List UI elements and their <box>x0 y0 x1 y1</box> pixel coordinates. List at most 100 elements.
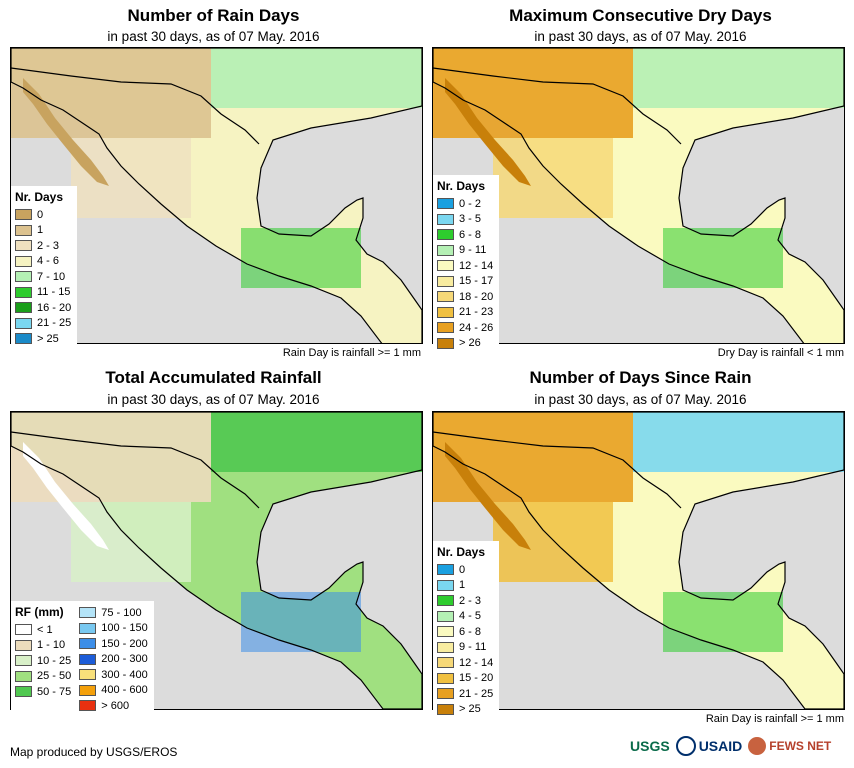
credit-text: Map produced by USGS/EROS <box>10 745 178 759</box>
central-region <box>71 502 191 582</box>
panel-subtitle: in past 30 days, as of 07 May. 2016 <box>534 29 747 44</box>
usaid-seal-icon <box>675 736 696 756</box>
central-region <box>71 138 191 218</box>
northeast-region <box>633 412 844 472</box>
legend-label: 1 <box>37 224 44 237</box>
panel-total-rainfall: Total Accumulated Rainfall in past 30 da… <box>0 365 427 735</box>
legend-item: 21 - 23 <box>437 305 493 321</box>
legend-item: 300 - 400 <box>79 667 148 683</box>
legend-item: > 25 <box>15 331 71 347</box>
southeast-region <box>663 228 783 288</box>
map-canvas <box>433 48 844 343</box>
legend-label: 15 - 20 <box>459 672 494 685</box>
legend-swatch <box>15 286 32 298</box>
legend-swatch <box>437 213 454 225</box>
legend-swatch <box>15 655 32 667</box>
legend-title: RF (mm) <box>15 605 64 619</box>
legend-swatch <box>15 670 32 682</box>
legend-title: Nr. Days <box>437 179 486 193</box>
northwest-region <box>433 48 633 138</box>
northeast-region <box>211 48 422 108</box>
panel-rain-days: Number of Rain Days in past 30 days, as … <box>0 0 427 365</box>
legend-item: 11 - 15 <box>15 285 71 301</box>
legend-swatch <box>15 240 32 252</box>
legend-swatch <box>437 322 454 334</box>
legend-days-since-rain: Nr. Days 0 1 2 - 3 4 - 5 6 - 8 9 - 11 12 - 14 1… <box>433 541 500 721</box>
legend-label: < 1 <box>37 623 53 636</box>
legend-label: > 25 <box>459 703 481 716</box>
southeast-region <box>241 228 361 288</box>
legend-item: 21 - 25 <box>437 686 493 702</box>
legend-swatch <box>437 579 454 591</box>
legend-swatch <box>437 610 454 622</box>
legend-label: 4 - 6 <box>37 255 60 268</box>
legend-label: > 26 <box>459 337 481 350</box>
panel-title: Maximum Consecutive Dry Days <box>509 6 772 25</box>
baja-peninsula <box>23 78 109 186</box>
legend-label: > 25 <box>37 332 59 345</box>
northwest-region <box>433 412 633 502</box>
legend-swatch <box>437 703 454 715</box>
baja-peninsula <box>445 442 531 550</box>
legend-swatch <box>15 333 32 345</box>
legend-item: 10 - 25 <box>15 653 71 669</box>
legend-swatch <box>437 291 454 303</box>
footnote: Dry Day is rainfall < 1 mm <box>717 347 844 359</box>
legend-rain-days: Nr. Days 0 1 2 - 3 4 - 6 7 - 10 11 - 15 16 - 2… <box>11 186 78 351</box>
legend-item: 4 - 5 <box>437 609 493 625</box>
legend-swatch <box>437 275 454 287</box>
legend-swatch <box>437 657 454 669</box>
legend-item: 400 - 600 <box>79 683 148 699</box>
legend-item: 2 - 3 <box>437 593 493 609</box>
legend-swatch <box>15 209 32 221</box>
legend-item: 0 <box>15 207 71 223</box>
legend-max-dry-days: Nr. Days 0 - 2 3 - 5 6 - 8 9 - 11 12 - 14 15 … <box>433 175 500 355</box>
legend-item: 1 <box>15 223 71 239</box>
legend-swatch <box>15 639 32 651</box>
logo-strip: USGS USAID FEWS NET <box>630 736 831 756</box>
legend-item: 200 - 300 <box>79 652 148 668</box>
legend-item: 150 - 200 <box>79 636 148 652</box>
legend-swatch <box>437 626 454 638</box>
legend-item: 15 - 17 <box>437 274 493 290</box>
fews-net-mark-icon <box>748 737 767 755</box>
legend-title: Nr. Days <box>15 190 64 204</box>
legend-title: Nr. Days <box>437 545 486 559</box>
legend-swatch <box>79 622 97 634</box>
legend-label: 1 <box>459 579 466 592</box>
legend-label: 0 <box>37 208 44 221</box>
northwest-region <box>11 48 211 138</box>
country-border <box>433 431 682 509</box>
legend-item: 2 - 3 <box>15 238 71 254</box>
legend-label: 25 - 50 <box>37 670 72 683</box>
legend-label: 6 - 8 <box>459 625 482 638</box>
legend-swatch <box>437 244 454 256</box>
legend-item: 0 <box>437 562 493 578</box>
map-canvas <box>433 412 844 709</box>
legend-label: 15 - 17 <box>459 275 494 288</box>
legend-swatch <box>437 595 454 607</box>
legend-item: > 26 <box>437 336 493 352</box>
fews-net-logo: FEWS NET <box>748 737 831 755</box>
legend-label: 3 - 5 <box>459 213 482 226</box>
legend-item: 6 - 8 <box>437 624 493 640</box>
northwest-region <box>11 412 211 502</box>
map-max-dry-days <box>432 47 845 344</box>
coastline <box>433 48 844 343</box>
legend-label: 1 - 10 <box>37 639 66 652</box>
legend-item: 1 - 10 <box>15 638 71 654</box>
footnote: Rain Day is rainfall >= 1 mm <box>282 347 421 359</box>
legend-label: 200 - 300 <box>101 653 148 666</box>
footnote: Rain Day is rainfall >= 1 mm <box>705 713 844 725</box>
panel-title: Number of Days Since Rain <box>529 368 752 387</box>
legend-item: 75 - 100 <box>79 605 147 621</box>
usgs-logo: USGS <box>630 738 670 754</box>
legend-swatch <box>15 255 32 267</box>
legend-item: 6 - 8 <box>437 227 493 243</box>
legend-swatch <box>79 653 97 665</box>
legend-swatch <box>79 684 97 696</box>
map-canvas <box>11 48 422 343</box>
legend-item: 1 <box>437 578 493 594</box>
legend-label: 12 - 14 <box>459 259 494 272</box>
legend-item: 9 - 11 <box>437 640 493 656</box>
